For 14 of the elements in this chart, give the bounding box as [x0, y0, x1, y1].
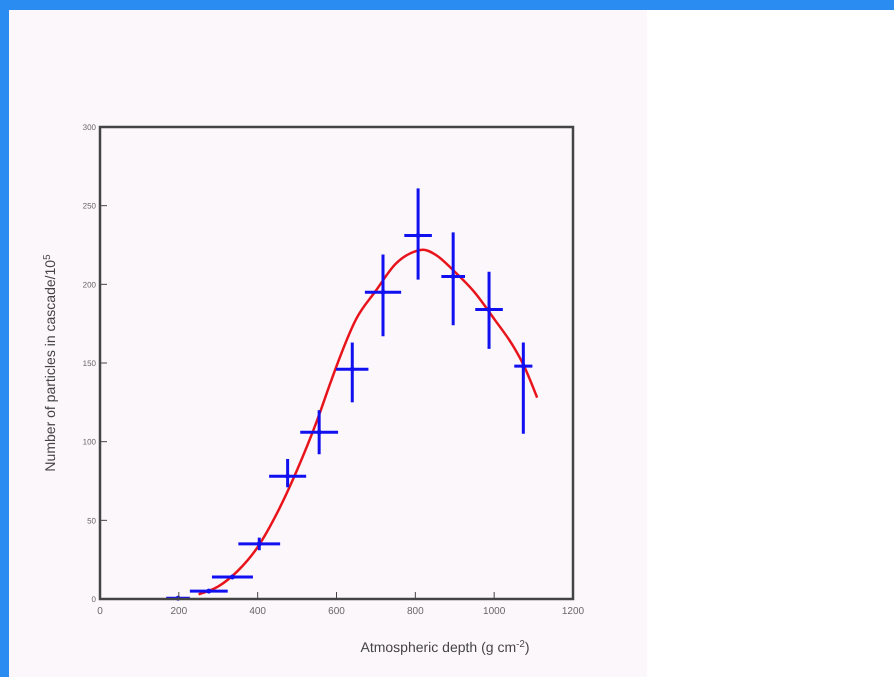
x-tick-label: 1200 — [562, 606, 585, 617]
y-tick-label: 250 — [82, 202, 97, 211]
y-tick-label: 100 — [82, 438, 97, 447]
y-tick-label: 0 — [92, 595, 97, 604]
x-tick-label: 400 — [249, 606, 266, 617]
y-tick-label: 150 — [82, 359, 97, 368]
x-tick-label: 200 — [170, 606, 188, 617]
x-axis-title: Atmospheric depth (g cm$^{-2}$) — [360, 638, 530, 655]
x-tick-label: 600 — [328, 606, 346, 617]
y-tick-label: 200 — [82, 280, 97, 290]
y-tick-label: 300 — [82, 123, 97, 132]
x-tick-label: 1000 — [483, 606, 506, 617]
y-tick-label: 50 — [87, 516, 97, 526]
x-tick-label: 800 — [406, 606, 424, 617]
